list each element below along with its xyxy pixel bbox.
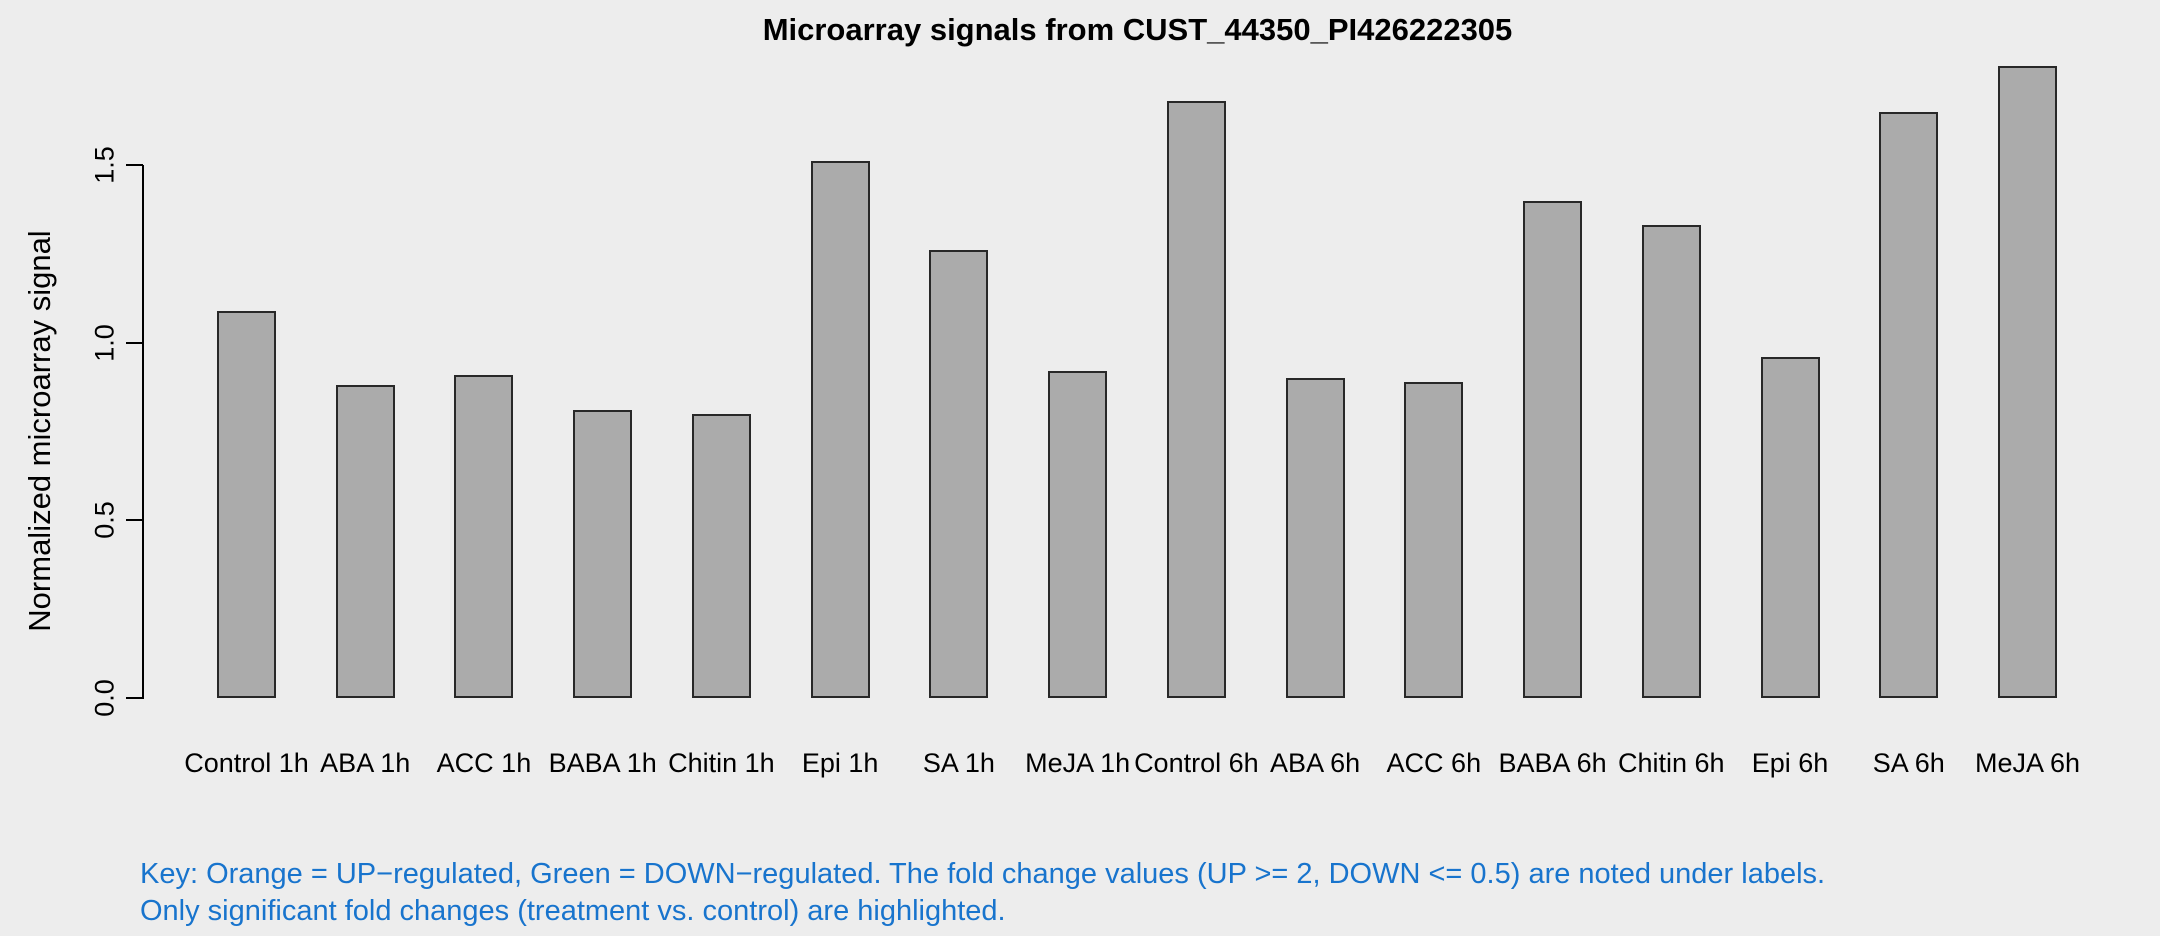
footnote-line-2: Only significant fold changes (treatment… <box>140 895 1006 927</box>
x-axis-label-control-6h: Control 6h <box>1134 748 1259 778</box>
x-axis-label-chitin-6h: Chitin 6h <box>1617 748 1725 778</box>
y-tick-mark <box>126 164 143 166</box>
bar-acc-6h <box>1404 381 1464 698</box>
bar-chitin-6h <box>1641 225 1701 698</box>
x-axis-label-acc-1h: ACC 1h <box>436 748 532 778</box>
y-tick-mark <box>126 341 143 344</box>
bar-epi-1h <box>810 161 870 698</box>
y-tick-label: 1.0 <box>89 323 120 362</box>
y-tick-label: 1.5 <box>89 146 120 184</box>
bar-epi-6h <box>1760 356 1820 698</box>
x-axis-label-chitin-1h: Chitin 1h <box>668 748 775 778</box>
y-tick-mark <box>126 697 143 699</box>
bar-sa-1h <box>929 250 989 698</box>
footnote-line-1: Key: Orange = UP−regulated, Green = DOWN… <box>140 858 1826 890</box>
bar-baba-6h <box>1523 200 1583 698</box>
chart-title: Microarray signals from CUST_44350_PI426… <box>762 12 1513 47</box>
x-axis-label-aba-1h: ABA 1h <box>320 748 411 778</box>
bar-meja-6h <box>1997 65 2057 698</box>
y-axis-line <box>142 165 144 699</box>
bar-chitin-1h <box>691 413 751 698</box>
y-tick-label: 0.0 <box>89 679 120 717</box>
bar-sa-6h <box>1879 111 1939 698</box>
x-axis-label-sa-1h: SA 1h <box>922 748 995 778</box>
y-tick-mark <box>126 519 143 522</box>
bar-aba-6h <box>1285 378 1345 698</box>
bar-aba-1h <box>335 385 395 698</box>
y-tick-label: 0.5 <box>89 501 120 540</box>
x-axis-label-acc-6h: ACC 6h <box>1386 748 1482 778</box>
x-axis-label-meja-1h: MeJA 1h <box>1025 748 1131 778</box>
x-axis-label-aba-6h: ABA 6h <box>1270 748 1361 778</box>
x-axis-label-meja-6h: MeJA 6h <box>1974 748 2081 778</box>
bar-control-1h <box>217 310 276 698</box>
x-axis-label-sa-6h: SA 6h <box>1872 748 1945 778</box>
bar-meja-1h <box>1048 371 1108 698</box>
bar-control-6h <box>1166 101 1226 698</box>
x-axis-label-epi-1h: Epi 1h <box>801 748 879 778</box>
x-axis-label-control-1h: Control 1h <box>184 748 309 778</box>
x-axis-label-baba-1h: BABA 1h <box>548 748 657 778</box>
x-axis-label-baba-6h: BABA 6h <box>1498 748 1607 778</box>
bar-baba-1h <box>573 410 633 698</box>
y-axis-label: Normalized microarray signal <box>22 230 57 632</box>
x-axis-label-epi-6h: Epi 6h <box>1751 748 1829 778</box>
bar-acc-1h <box>454 374 514 698</box>
